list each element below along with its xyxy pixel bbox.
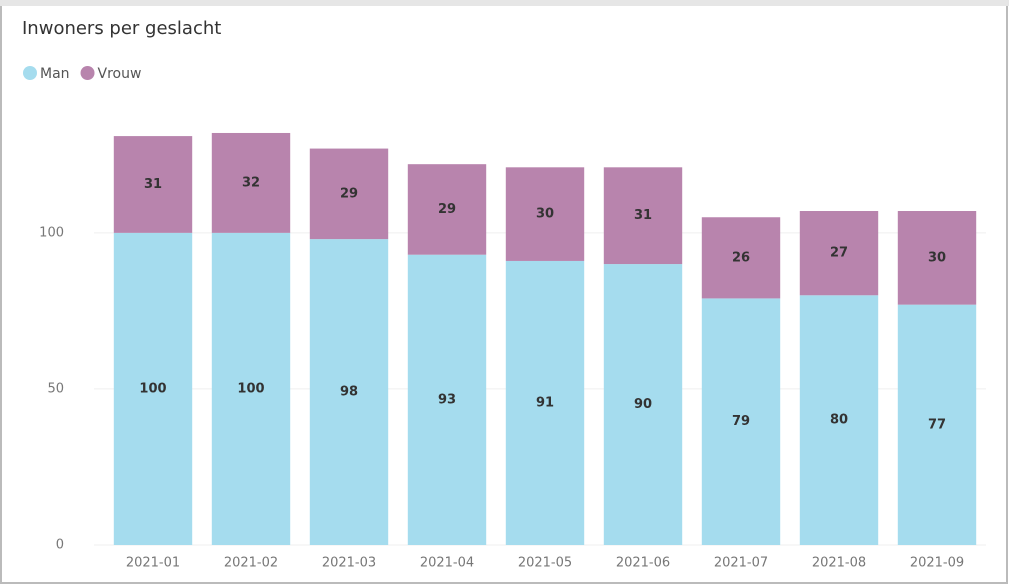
legend-label: Man (40, 66, 70, 82)
x-tick-label: 2021-02 (224, 556, 278, 571)
y-tick-label: 0 (56, 538, 64, 553)
data-label: 31 (144, 177, 162, 192)
bar-segment (211, 232, 291, 545)
top-strip (0, 0, 1009, 6)
data-label: 31 (634, 208, 652, 223)
bar-segment (407, 164, 487, 255)
chart-title: Inwoners per geslacht (22, 18, 221, 39)
legend-marker (80, 66, 95, 80)
data-label: 98 (340, 385, 358, 400)
data-label: 32 (242, 175, 260, 190)
data-label: 29 (438, 202, 456, 217)
bar-segment (407, 254, 487, 545)
bar-segment (309, 239, 389, 545)
data-label: 77 (928, 417, 946, 432)
data-label: 90 (634, 397, 652, 412)
data-label: 100 (139, 381, 166, 396)
y-tick-label: 100 (39, 225, 64, 240)
x-tick-label: 2021-04 (420, 556, 474, 571)
x-tick-label: 2021-09 (910, 556, 964, 571)
x-tick-label: 2021-01 (126, 556, 180, 571)
bar-segment (211, 132, 291, 233)
bar-segment (799, 211, 879, 296)
data-label: 30 (928, 250, 946, 265)
bar-segment (309, 148, 389, 240)
bar-segment (505, 167, 585, 261)
data-label: 91 (536, 395, 554, 410)
data-label: 79 (732, 414, 750, 429)
x-tick-label: 2021-05 (518, 556, 572, 571)
bar-segment (897, 211, 977, 305)
x-tick-label: 2021-07 (714, 556, 768, 571)
bar-segment (799, 295, 879, 545)
legend-marker (23, 66, 37, 80)
legend-label: Vrouw (98, 66, 142, 82)
x-tick-label: 2021-03 (322, 556, 376, 571)
bar-segment (701, 217, 781, 299)
data-label: 29 (340, 186, 358, 201)
data-label: 27 (830, 246, 848, 261)
bar-segment (897, 304, 977, 545)
bar-segment (113, 136, 193, 233)
data-label: 100 (237, 381, 264, 396)
bar-segment (701, 298, 781, 545)
bar-segment (603, 264, 683, 545)
data-label: 30 (536, 207, 554, 222)
x-tick-label: 2021-06 (616, 556, 670, 571)
x-tick-label: 2021-08 (812, 556, 866, 571)
data-label: 93 (438, 392, 456, 407)
data-label: 80 (830, 413, 848, 428)
y-tick-label: 50 (47, 381, 64, 396)
bar-segment (603, 167, 683, 265)
bar-segment (505, 260, 585, 545)
data-label: 26 (732, 250, 750, 265)
bar-segment (113, 232, 193, 545)
